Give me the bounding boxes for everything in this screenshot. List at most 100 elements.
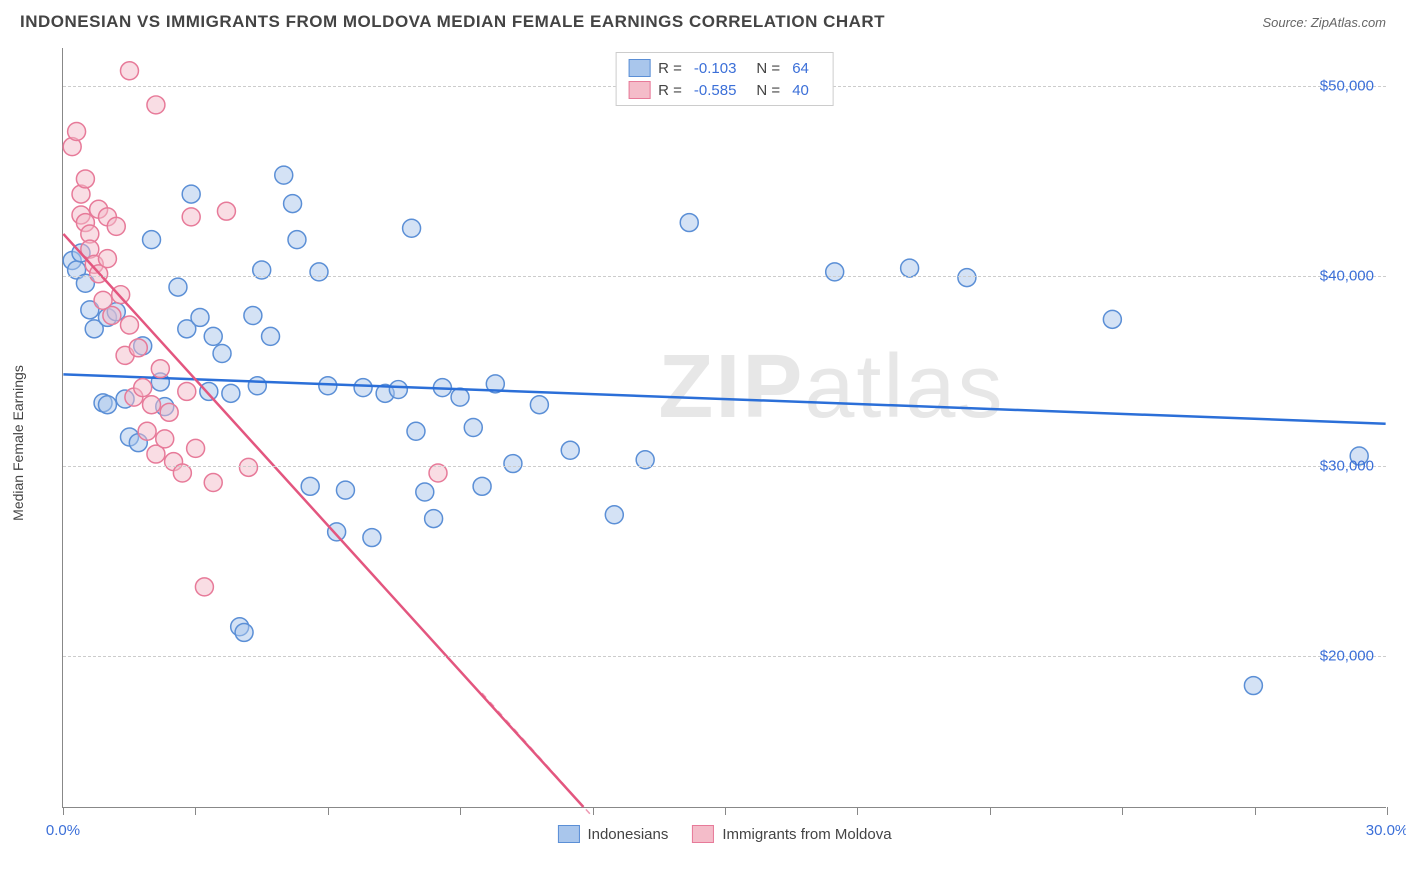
data-point: [473, 477, 491, 495]
trend-line: [63, 374, 1385, 423]
series-name: Immigrants from Moldova: [722, 826, 891, 843]
data-point: [826, 263, 844, 281]
source-label: Source: ZipAtlas.com: [1262, 15, 1386, 30]
data-point: [605, 506, 623, 524]
x-tick: [328, 807, 329, 815]
data-point: [213, 345, 231, 363]
data-point: [143, 396, 161, 414]
data-point: [120, 316, 138, 334]
stat-r-value: -0.585: [694, 82, 737, 99]
data-point: [182, 185, 200, 203]
y-tick-label: $20,000: [1320, 648, 1374, 665]
data-point: [504, 455, 522, 473]
data-point: [143, 231, 161, 249]
data-point: [138, 422, 156, 440]
data-point: [901, 259, 919, 277]
chart-title: INDONESIAN VS IMMIGRANTS FROM MOLDOVA ME…: [20, 12, 885, 32]
stat-n-value: 64: [792, 60, 809, 77]
data-point: [178, 382, 196, 400]
data-point: [354, 379, 372, 397]
data-point: [98, 396, 116, 414]
data-point: [147, 96, 165, 114]
data-point: [403, 219, 421, 237]
data-point: [530, 396, 548, 414]
stat-r-value: -0.103: [694, 60, 737, 77]
data-point: [134, 379, 152, 397]
data-point: [284, 195, 302, 213]
data-point: [120, 62, 138, 80]
data-point: [262, 327, 280, 345]
y-tick-label: $30,000: [1320, 458, 1374, 475]
data-point: [244, 307, 262, 325]
data-point: [160, 403, 178, 421]
data-point: [248, 377, 266, 395]
x-tick: [857, 807, 858, 815]
data-point: [275, 166, 293, 184]
data-point: [217, 202, 235, 220]
data-point: [68, 123, 86, 141]
data-point: [151, 360, 169, 378]
data-point: [204, 474, 222, 492]
x-tick: [63, 807, 64, 815]
series-legend-item: Immigrants from Moldova: [692, 825, 891, 843]
data-point: [680, 214, 698, 232]
data-point: [425, 510, 443, 528]
x-tick: [195, 807, 196, 815]
y-tick-label: $50,000: [1320, 78, 1374, 95]
data-point: [103, 307, 121, 325]
correlation-legend: R = -0.103 N = 64 R = -0.585 N = 40: [615, 52, 834, 106]
series-legend: Indonesians Immigrants from Moldova: [557, 825, 891, 843]
data-point: [204, 327, 222, 345]
data-point: [389, 381, 407, 399]
data-point: [239, 458, 257, 476]
data-point: [169, 278, 187, 296]
stat-n-value: 40: [792, 82, 809, 99]
y-axis-label: Median Female Earnings: [10, 365, 26, 521]
data-point: [187, 439, 205, 457]
data-point: [1244, 677, 1262, 695]
data-point: [200, 382, 218, 400]
series-name: Indonesians: [587, 826, 668, 843]
x-tick: [725, 807, 726, 815]
data-point: [195, 578, 213, 596]
chart-area: Median Female Earnings ZIPatlas R =-0.10…: [48, 48, 1386, 838]
x-tick: [990, 807, 991, 815]
data-point: [416, 483, 434, 501]
chart-header: INDONESIAN VS IMMIGRANTS FROM MOLDOVA ME…: [0, 0, 1406, 40]
data-point: [561, 441, 579, 459]
gridline: [63, 276, 1386, 277]
trend-line: [63, 234, 583, 807]
scatter-svg: [63, 48, 1386, 807]
data-point: [336, 481, 354, 499]
data-point: [191, 308, 209, 326]
data-point: [156, 430, 174, 448]
data-point: [98, 250, 116, 268]
data-point: [451, 388, 469, 406]
data-point: [76, 170, 94, 188]
data-point: [1103, 310, 1121, 328]
stat-n-label: N =: [756, 82, 780, 99]
legend-swatch: [557, 825, 579, 843]
stat-r-label: R =: [658, 82, 682, 99]
data-point: [958, 269, 976, 287]
legend-row: R = -0.585 N = 40: [628, 79, 821, 101]
series-legend-item: Indonesians: [557, 825, 668, 843]
data-point: [310, 263, 328, 281]
stat-n-label: N =: [756, 60, 780, 77]
x-tick-label: 0.0%: [46, 822, 80, 839]
data-point: [129, 339, 147, 357]
data-point: [288, 231, 306, 249]
gridline: [63, 656, 1386, 657]
stat-r-label: R =: [658, 60, 682, 77]
data-point: [301, 477, 319, 495]
y-tick-label: $40,000: [1320, 268, 1374, 285]
data-point: [407, 422, 425, 440]
data-point: [319, 377, 337, 395]
data-point: [363, 529, 381, 547]
legend-swatch: [628, 81, 650, 99]
plot-region: ZIPatlas R =-0.103 N =64 R =-0.585 N =40…: [62, 48, 1386, 808]
data-point: [222, 384, 240, 402]
data-point: [182, 208, 200, 226]
legend-swatch: [628, 59, 650, 77]
x-tick: [593, 807, 594, 815]
